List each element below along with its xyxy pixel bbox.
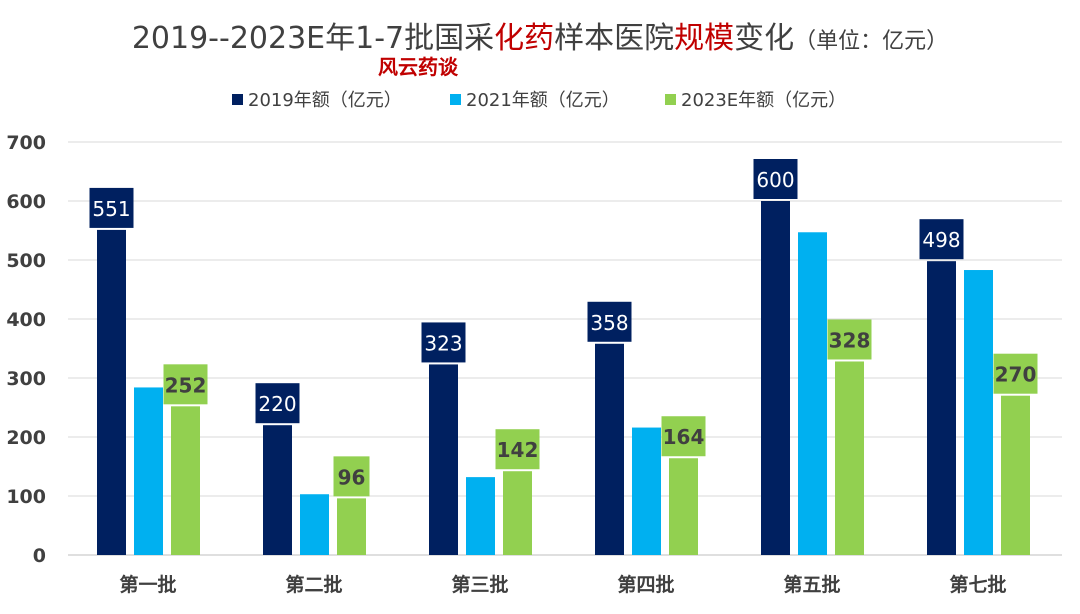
data-label-s0-2: 323 xyxy=(424,331,462,355)
bar-s1-1 xyxy=(300,494,329,555)
chart-title-segment-1: 化药 xyxy=(494,21,554,56)
x-tick-label-0: 第一批 xyxy=(119,573,176,596)
bar-s2-5 xyxy=(1001,395,1030,555)
data-label-bg-s2-5 xyxy=(993,353,1038,394)
data-labels: 551 252 220 96 323 142 358 164 600 328 498 270 xyxy=(89,159,1038,497)
y-tick-label-400: 400 xyxy=(6,309,46,331)
bar-s0-0 xyxy=(97,229,126,555)
bar-s2-4 xyxy=(835,361,864,555)
data-label-s0-5: 498 xyxy=(922,228,960,252)
x-tick-label-1: 第二批 xyxy=(285,573,342,596)
bar-s2-2 xyxy=(503,471,532,555)
legend-label-1: 2021年额（亿元） xyxy=(466,90,620,111)
data-label-bg-s2-0 xyxy=(163,364,208,405)
bar-s1-2 xyxy=(466,477,495,555)
x-tick-label-2: 第三批 xyxy=(451,573,508,596)
bar-s1-5 xyxy=(964,270,993,555)
legend-label-2: 2023E年额（亿元） xyxy=(681,90,846,111)
chart-title-segment-2: 样本医院 xyxy=(554,21,674,56)
bar-s1-3 xyxy=(632,427,661,555)
gridlines xyxy=(68,141,1062,556)
y-tick-label-100: 100 xyxy=(6,486,46,508)
legend-swatch-0 xyxy=(232,94,243,105)
data-label-bg-s2-3 xyxy=(661,416,706,457)
chart-title-segment-0: 2019--2023E年1-7批国采 xyxy=(132,21,494,56)
chart-title-segment-4: 变化 xyxy=(734,21,794,56)
legend-swatch-1 xyxy=(450,94,461,105)
bar-s0-1 xyxy=(263,425,292,555)
bar-s2-0 xyxy=(171,406,200,555)
bar-s0-5 xyxy=(927,261,956,555)
data-label-s0-0: 551 xyxy=(92,197,130,221)
y-tick-label-200: 200 xyxy=(6,427,46,449)
data-label-s2-1: 96 xyxy=(338,465,366,489)
data-label-bg-s2-2 xyxy=(495,429,540,470)
y-tick-label-600: 600 xyxy=(6,191,46,213)
legend: 2019年额（亿元） 2021年额（亿元） 2023E年额（亿元） xyxy=(232,90,846,111)
data-label-bg-s0-0 xyxy=(89,187,134,228)
data-label-s0-4: 600 xyxy=(756,168,794,192)
y-tick-label-500: 500 xyxy=(6,250,46,272)
chart-title: 2019--2023E年1-7批国采化药样本医院规模变化（单位：亿元） xyxy=(132,21,948,56)
data-label-bg-s0-1 xyxy=(255,383,300,424)
y-tick-label-700: 700 xyxy=(6,132,46,154)
bar-s0-3 xyxy=(595,343,624,555)
legend-swatch-2 xyxy=(665,94,676,105)
data-label-bg-s0-3 xyxy=(587,301,632,342)
x-tick-label-5: 第七批 xyxy=(949,573,1006,596)
data-label-bg-s2-1 xyxy=(333,456,370,497)
bar-s2-3 xyxy=(669,458,698,555)
bar-s0-2 xyxy=(429,364,458,555)
y-tick-label-0: 0 xyxy=(33,545,46,567)
data-label-s2-0: 252 xyxy=(165,373,207,397)
x-tick-label-3: 第四批 xyxy=(617,573,674,596)
bar-s1-4 xyxy=(798,232,827,555)
data-label-bg-s0-5 xyxy=(919,219,964,260)
data-label-s2-4: 328 xyxy=(829,328,871,352)
data-label-bg-s2-4 xyxy=(827,319,872,360)
bar-s0-4 xyxy=(761,201,790,555)
y-axis-ticks: 0 100 200 300 400 500 600 700 xyxy=(6,132,46,567)
bar-s2-1 xyxy=(337,498,366,555)
chart-title-unit: （单位：亿元） xyxy=(794,29,948,54)
data-label-bg-s0-2 xyxy=(421,322,466,363)
y-tick-label-300: 300 xyxy=(6,368,46,390)
data-label-s2-3: 164 xyxy=(663,425,705,449)
data-label-s2-5: 270 xyxy=(995,363,1037,387)
data-label-s2-2: 142 xyxy=(497,438,539,462)
x-axis-ticks: 第一批 第二批 第三批 第四批 第五批 第七批 xyxy=(119,573,1006,596)
legend-label-0: 2019年额（亿元） xyxy=(248,90,402,111)
bars xyxy=(97,201,1030,555)
data-label-bg-s0-4 xyxy=(753,159,798,199)
data-label-s0-1: 220 xyxy=(258,392,296,416)
chart-title-segment-3: 规模 xyxy=(674,21,734,56)
x-tick-label-4: 第五批 xyxy=(783,573,840,596)
data-label-s0-3: 358 xyxy=(590,311,628,335)
chart-title-group: 2019--2023E年1-7批国采化药样本医院规模变化（单位：亿元）风云药谈 xyxy=(132,21,948,79)
watermark-text: 风云药谈 xyxy=(378,55,459,79)
bar-s1-0 xyxy=(134,387,163,555)
